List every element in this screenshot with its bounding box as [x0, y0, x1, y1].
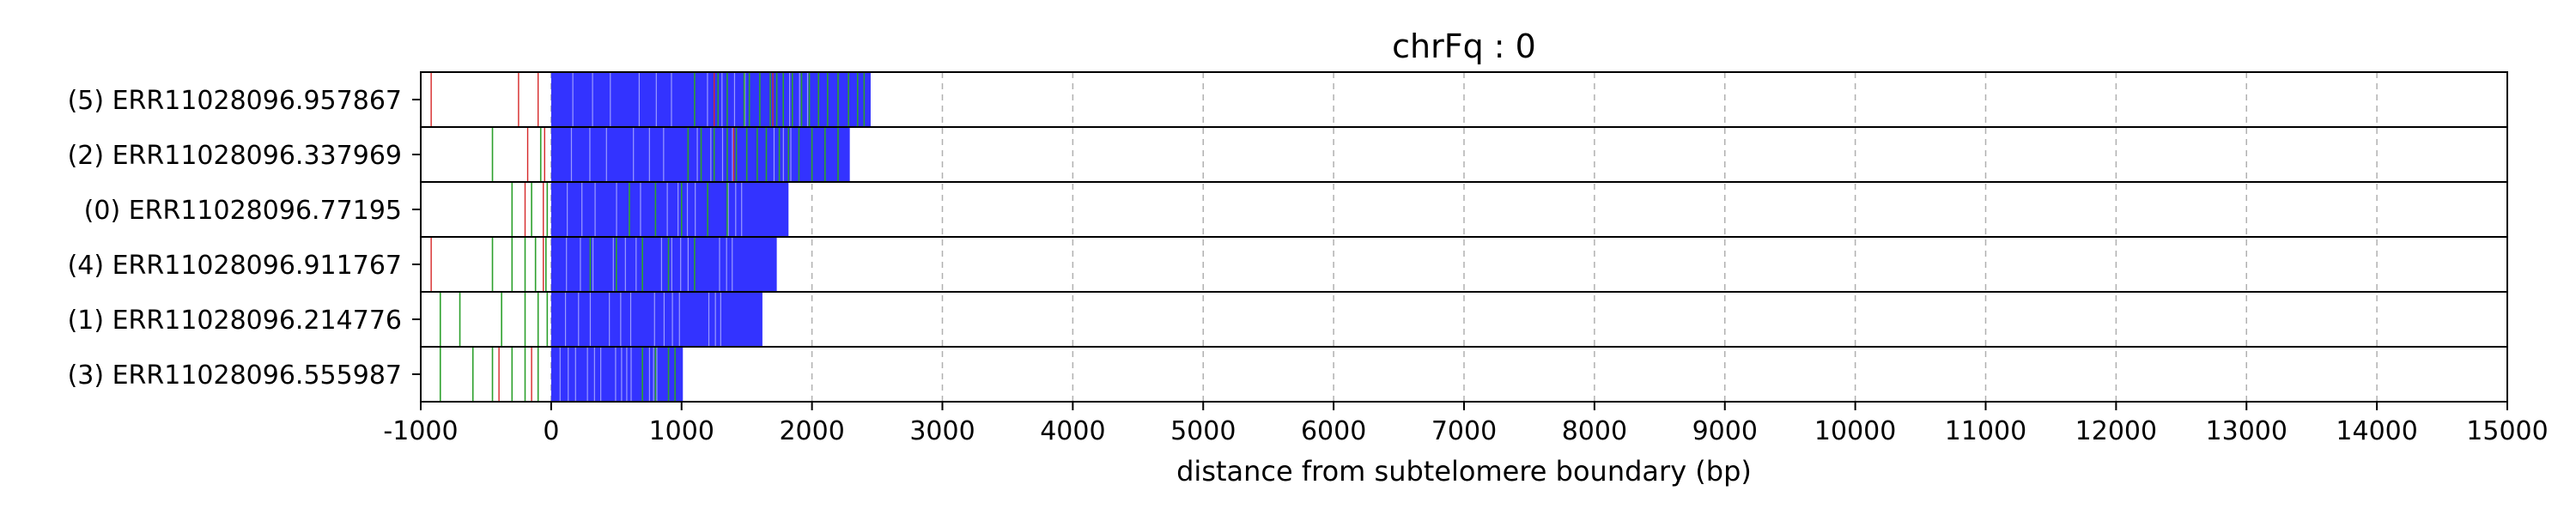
row-label: (3) ERR11028096.555987 — [68, 360, 402, 391]
repeat-bar — [550, 237, 777, 292]
row-label: (2) ERR11028096.337969 — [68, 141, 402, 171]
repeat-bar — [550, 182, 789, 237]
row-4: (1) ERR11028096.214776 — [68, 291, 2508, 348]
x-tick-label-14: 13000 — [2206, 416, 2287, 446]
row-label: (4) ERR11028096.911767 — [68, 251, 402, 281]
x-tick-label-9: 8000 — [1562, 416, 1627, 446]
x-tick-label-15: 14000 — [2336, 416, 2417, 446]
x-tick-label-5: 4000 — [1040, 416, 1105, 446]
x-tick-label-1: 0 — [543, 416, 559, 446]
row-2: (0) ERR11028096.77195 — [84, 181, 2508, 238]
repeat-bar — [550, 292, 762, 347]
x-tick-label-4: 3000 — [909, 416, 975, 446]
x-tick-label-12: 11000 — [1945, 416, 2026, 446]
row-label: (5) ERR11028096.957867 — [68, 86, 402, 116]
row-1: (2) ERR11028096.337969 — [68, 126, 2508, 183]
x-tick-label-10: 9000 — [1692, 416, 1758, 446]
x-tick-label-0: -1000 — [383, 416, 458, 446]
x-tick-label-3: 2000 — [779, 416, 844, 446]
row-0: (5) ERR11028096.957867 — [68, 71, 2508, 128]
x-tick-label-13: 12000 — [2075, 416, 2157, 446]
x-tick-label-8: 7000 — [1431, 416, 1497, 446]
x-axis-ticks: -1000 0 1000 2000 3000 4000 5000 6000 7000 8000 90… — [383, 402, 2549, 446]
x-tick-label-16: 15000 — [2466, 416, 2548, 446]
x-axis-label: distance from subtelomere boundary (bp) — [1176, 455, 1752, 488]
row-5: (3) ERR11028096.555987 — [68, 346, 2508, 403]
repeat-bar — [550, 347, 683, 402]
row-3: (4) ERR11028096.911767 — [68, 236, 2508, 293]
repeat-bar — [550, 72, 871, 127]
row-label: (1) ERR11028096.214776 — [68, 306, 402, 336]
row-label: (0) ERR11028096.77195 — [84, 196, 402, 226]
x-tick-label-7: 6000 — [1301, 416, 1366, 446]
x-tick-label-11: 10000 — [1814, 416, 1896, 446]
read-rows: (5) ERR11028096.957867 (2) ERR11028096.33… — [68, 71, 2508, 403]
x-tick-label-2: 1000 — [649, 416, 714, 446]
x-tick-label-6: 5000 — [1170, 416, 1236, 446]
chart-title: chrFq : 0 — [1392, 27, 1536, 65]
